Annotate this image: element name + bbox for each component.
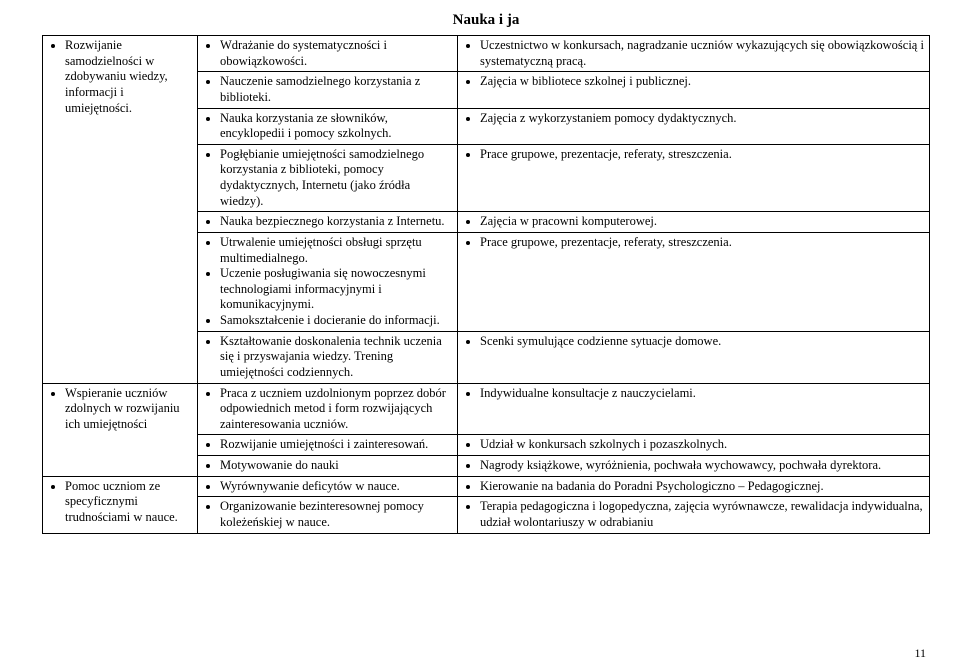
text: Udział w konkursach szkolnych i pozaszko… bbox=[480, 437, 925, 453]
cell-right: Uczestnictwo w konkursach, nagradzanie u… bbox=[458, 36, 930, 72]
cell-left-1: Rozwijanie samodzielności w zdobywaniu w… bbox=[43, 36, 198, 384]
text: Prace grupowe, prezentacje, referaty, st… bbox=[480, 147, 925, 163]
cell-mid: Nauka bezpiecznego korzystania z Interne… bbox=[198, 212, 458, 233]
text: Wyrównywanie deficytów w nauce. bbox=[220, 479, 453, 495]
text: Scenki symulujące codzienne sytuacje dom… bbox=[480, 334, 925, 350]
cell-mid: Nauka korzystania ze słowników, encyklop… bbox=[198, 108, 458, 144]
cell-mid: Motywowanie do nauki bbox=[198, 456, 458, 477]
cell-right: Scenki symulujące codzienne sytuacje dom… bbox=[458, 331, 930, 383]
cell-right: Nagrody książkowe, wyróżnienia, pochwała… bbox=[458, 456, 930, 477]
text: Utrwalenie umiejętności obsługi sprzętu … bbox=[220, 235, 453, 266]
page-title: Nauka i ja bbox=[42, 12, 930, 29]
text: Pomoc uczniom ze specyficznymi trudności… bbox=[65, 479, 193, 526]
text: Prace grupowe, prezentacje, referaty, st… bbox=[480, 235, 925, 251]
text: Uczestnictwo w konkursach, nagradzanie u… bbox=[480, 38, 925, 69]
text: Nauczenie samodzielnego korzystania z bi… bbox=[220, 74, 453, 105]
cell-right: Zajęcia w pracowni komputerowej. bbox=[458, 212, 930, 233]
page-container: Nauka i ja Rozwijanie samodzielności w z… bbox=[0, 0, 960, 542]
cell-left-3: Pomoc uczniom ze specyficznymi trudności… bbox=[43, 476, 198, 533]
text: Uczenie posługiwania się nowoczesnymi te… bbox=[220, 266, 453, 313]
cell-right: Udział w konkursach szkolnych i pozaszko… bbox=[458, 435, 930, 456]
text: Praca z uczniem uzdolnionym poprzez dobó… bbox=[220, 386, 453, 433]
text: Nauka bezpiecznego korzystania z Interne… bbox=[220, 214, 453, 230]
text: Indywidualne konsultacje z nauczycielami… bbox=[480, 386, 925, 402]
cell-mid: Rozwijanie umiejętności i zainteresowań. bbox=[198, 435, 458, 456]
cell-right: Prace grupowe, prezentacje, referaty, st… bbox=[458, 144, 930, 212]
cell-mid: Praca z uczniem uzdolnionym poprzez dobó… bbox=[198, 383, 458, 435]
text: Samokształcenie i docieranie do informac… bbox=[220, 313, 453, 329]
text: Nauka korzystania ze słowników, encyklop… bbox=[220, 111, 453, 142]
cell-mid: Pogłębianie umiejętności samodzielnego k… bbox=[198, 144, 458, 212]
cell-right: Zajęcia z wykorzystaniem pomocy dydaktyc… bbox=[458, 108, 930, 144]
cell-right: Terapia pedagogiczna i logopedyczna, zaj… bbox=[458, 497, 930, 533]
cell-right: Kierowanie na badania do Poradni Psychol… bbox=[458, 476, 930, 497]
cell-mid: Utrwalenie umiejętności obsługi sprzętu … bbox=[198, 232, 458, 331]
cell-mid: Wyrównywanie deficytów w nauce. bbox=[198, 476, 458, 497]
cell-mid: Wdrażanie do systematyczności i obowiązk… bbox=[198, 36, 458, 72]
cell-mid: Organizowanie bezinteresownej pomocy kol… bbox=[198, 497, 458, 533]
text: Zajęcia w pracowni komputerowej. bbox=[480, 214, 925, 230]
cell-left-2: Wspieranie uczniów zdolnych w rozwijaniu… bbox=[43, 383, 198, 476]
text: Zajęcia z wykorzystaniem pomocy dydaktyc… bbox=[480, 111, 925, 127]
text: Pogłębianie umiejętności samodzielnego k… bbox=[220, 147, 453, 210]
text: Wspieranie uczniów zdolnych w rozwijaniu… bbox=[65, 386, 193, 433]
cell-mid: Kształtowanie doskonalenia technik uczen… bbox=[198, 331, 458, 383]
cell-right: Zajęcia w bibliotece szkolnej i publiczn… bbox=[458, 72, 930, 108]
text: Terapia pedagogiczna i logopedyczna, zaj… bbox=[480, 499, 925, 530]
page-number: 11 bbox=[914, 646, 926, 661]
text: Kierowanie na badania do Poradni Psychol… bbox=[480, 479, 925, 495]
text: Wdrażanie do systematyczności i obowiązk… bbox=[220, 38, 453, 69]
text: Organizowanie bezinteresownej pomocy kol… bbox=[220, 499, 453, 530]
text: Zajęcia w bibliotece szkolnej i publiczn… bbox=[480, 74, 925, 90]
text: Rozwijanie samodzielności w zdobywaniu w… bbox=[65, 38, 193, 116]
cell-right: Prace grupowe, prezentacje, referaty, st… bbox=[458, 232, 930, 331]
text: Rozwijanie umiejętności i zainteresowań. bbox=[220, 437, 453, 453]
text: Nagrody książkowe, wyróżnienia, pochwała… bbox=[480, 458, 925, 474]
cell-right: Indywidualne konsultacje z nauczycielami… bbox=[458, 383, 930, 435]
text: Kształtowanie doskonalenia technik uczen… bbox=[220, 334, 453, 381]
cell-mid: Nauczenie samodzielnego korzystania z bi… bbox=[198, 72, 458, 108]
content-table: Rozwijanie samodzielności w zdobywaniu w… bbox=[42, 35, 930, 534]
text: Motywowanie do nauki bbox=[220, 458, 453, 474]
